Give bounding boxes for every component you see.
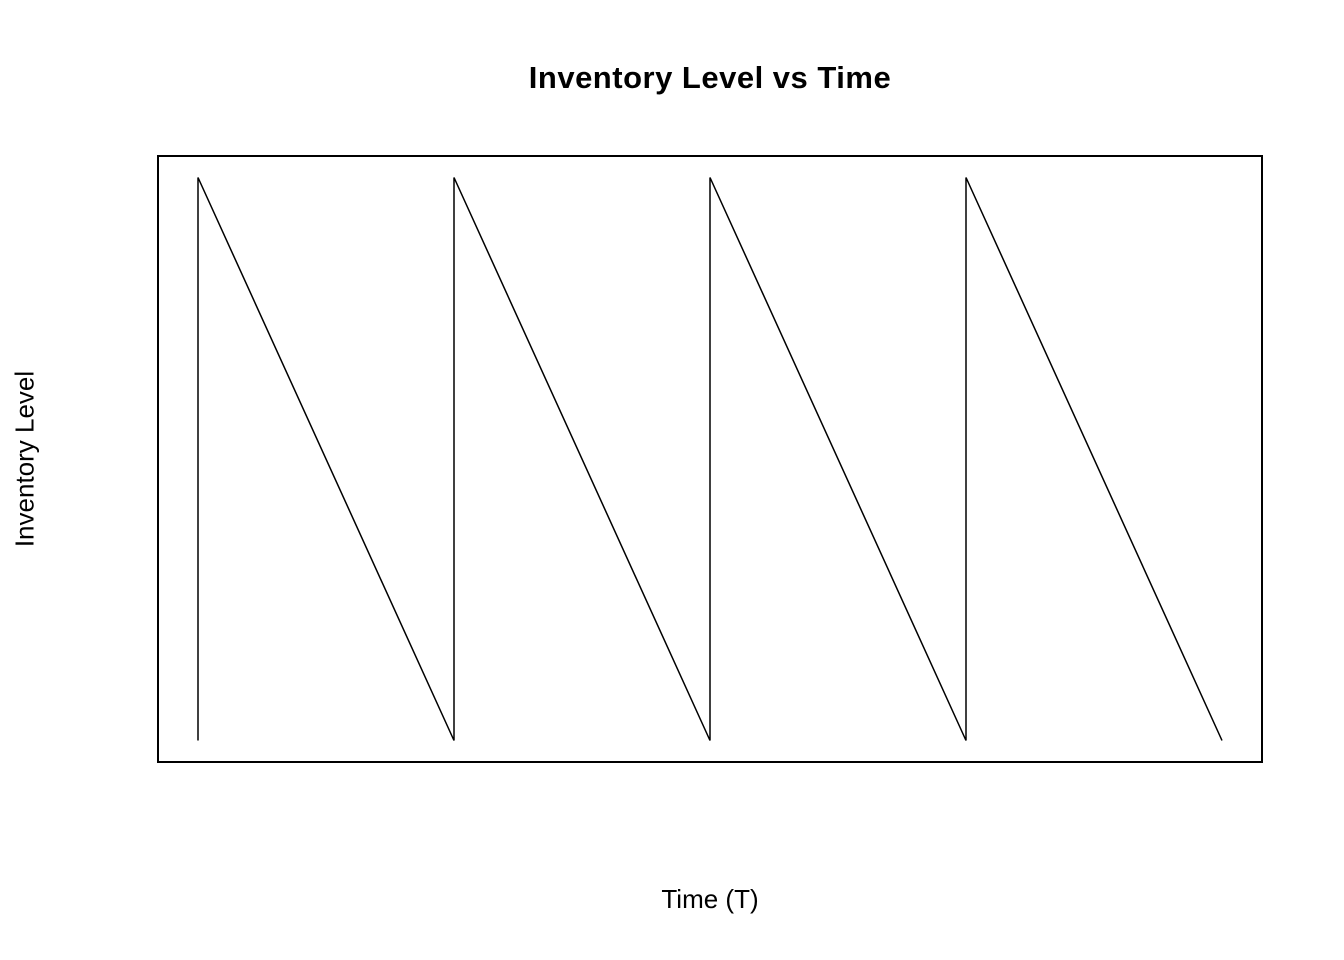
- plot-area: [157, 155, 1263, 763]
- x-axis-label: Time (T): [661, 884, 759, 914]
- plot-box-border: [157, 155, 1263, 763]
- y-axis-label: Inventory Level: [9, 370, 40, 548]
- inventory-sawtooth-line: [197, 177, 1223, 741]
- chart-title: Inventory Level vs Time: [528, 60, 892, 95]
